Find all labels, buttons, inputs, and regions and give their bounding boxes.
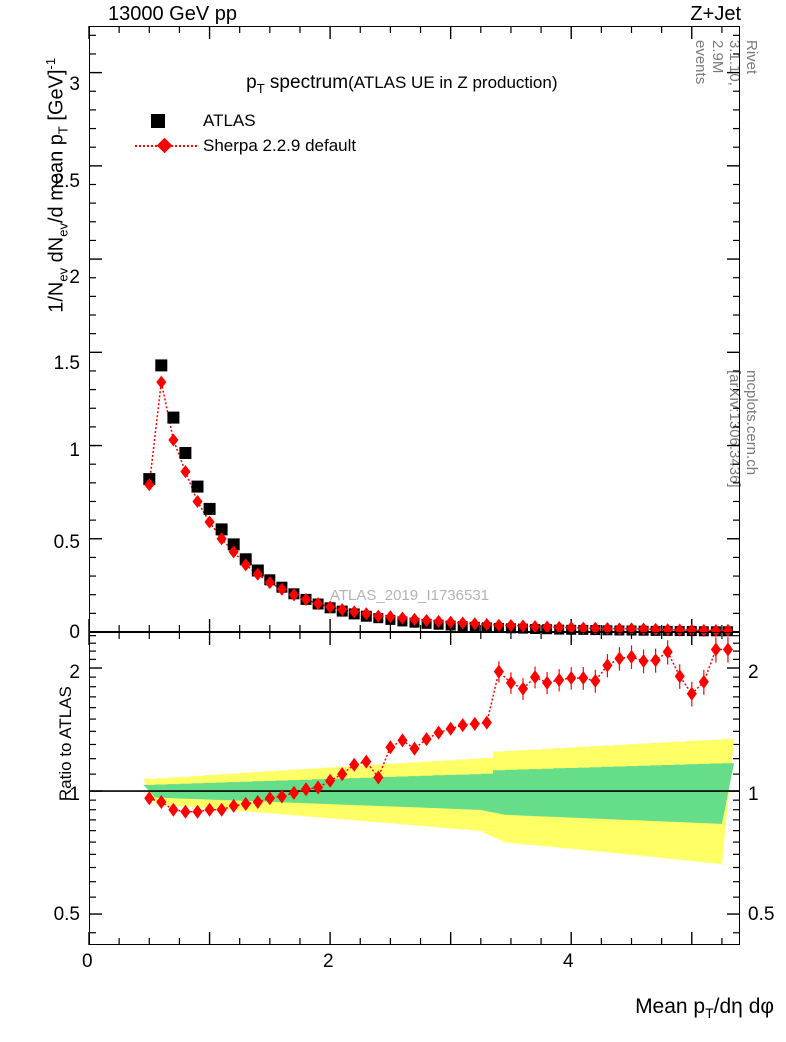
legend-label-atlas: ATLAS [203, 110, 256, 130]
y-tick-main-15: 1.5 [18, 353, 80, 375]
y-tick-ratio-1-left: 1 [40, 784, 80, 806]
x-tick-0-text: 0 [82, 951, 93, 972]
y-tick-ratio-2-left-text: 2 [69, 662, 80, 683]
y-tick-ratio-2-left: 2 [40, 662, 80, 684]
y-tick-main-1-text: 1 [69, 440, 80, 461]
ratio-plot-panel [89, 632, 740, 945]
y-tick-main-25-text: 2.5 [53, 171, 80, 192]
y-tick-ratio-05-right: 0.5 [748, 904, 774, 926]
legend-label-sherpa: Sherpa 2.2.9 default [203, 135, 357, 155]
y-tick-main-3-text: 3 [69, 74, 80, 95]
y-tick-main-15-text: 1.5 [53, 353, 80, 374]
x-tick-4: 4 [563, 951, 574, 973]
x-axis-label: Mean pT/dη dφ [612, 975, 774, 1041]
y-tick-ratio-1-right: 1 [748, 784, 759, 806]
y-tick-main-25: 2.5 [18, 171, 80, 193]
y-tick-ratio-1-left-text: 1 [69, 784, 80, 805]
beam-energy-label: 13000 GeV pp [108, 3, 237, 25]
y-tick-ratio-05-right-text: 0.5 [748, 904, 775, 925]
process-label: Z+Jet [690, 3, 741, 25]
x-tick-4-text: 4 [563, 951, 574, 972]
y-tick-ratio-05-left-text: 0.5 [53, 904, 80, 925]
legend: ATLAS Sherpa 2.2.9 default [135, 108, 356, 158]
y-tick-ratio-2-right-text: 2 [748, 662, 759, 683]
y-tick-ratio-2-right: 2 [748, 662, 759, 684]
y-tick-main-05-text: 0.5 [53, 532, 80, 553]
y-tick-main-05: 0.5 [18, 532, 80, 554]
x-tick-2: 2 [323, 951, 334, 973]
y-tick-main-0-text: 0 [69, 622, 80, 643]
xlab-p2: /dη dφ [713, 995, 774, 1018]
xlab-p1: T [705, 1005, 714, 1022]
main-plot-panel [89, 26, 740, 632]
y-tick-main-0: 0 [40, 622, 80, 644]
y-tick-ratio-1-right-text: 1 [748, 784, 759, 805]
analysis-watermark: ATLAS_2019_I1736531 [330, 587, 490, 604]
legend-key-diamond [135, 136, 197, 156]
title-paren: (ATLAS UE in Z production) [348, 73, 558, 92]
xlab-p0: Mean p [635, 995, 706, 1018]
square-marker-icon [151, 113, 165, 128]
legend-key-square [135, 111, 197, 131]
title-pt: p [246, 72, 257, 93]
y-tick-main-3: 3 [40, 74, 80, 96]
y-tick-main-2: 2 [40, 267, 80, 289]
x-tick-2-text: 2 [323, 951, 334, 972]
y-tick-main-2-text: 2 [69, 267, 80, 288]
y-tick-main-1: 1 [40, 440, 80, 462]
title-pt-sub: T [256, 80, 265, 96]
title-rest: spectrum [264, 72, 349, 93]
x-tick-0: 0 [82, 951, 93, 973]
legend-item-atlas[interactable]: ATLAS [135, 108, 356, 133]
plot-title: pT spectrum(ATLAS UE in Z production) [225, 54, 558, 114]
y-tick-ratio-05-left: 0.5 [18, 904, 80, 926]
legend-item-sherpa[interactable]: Sherpa 2.2.9 default [135, 133, 356, 158]
